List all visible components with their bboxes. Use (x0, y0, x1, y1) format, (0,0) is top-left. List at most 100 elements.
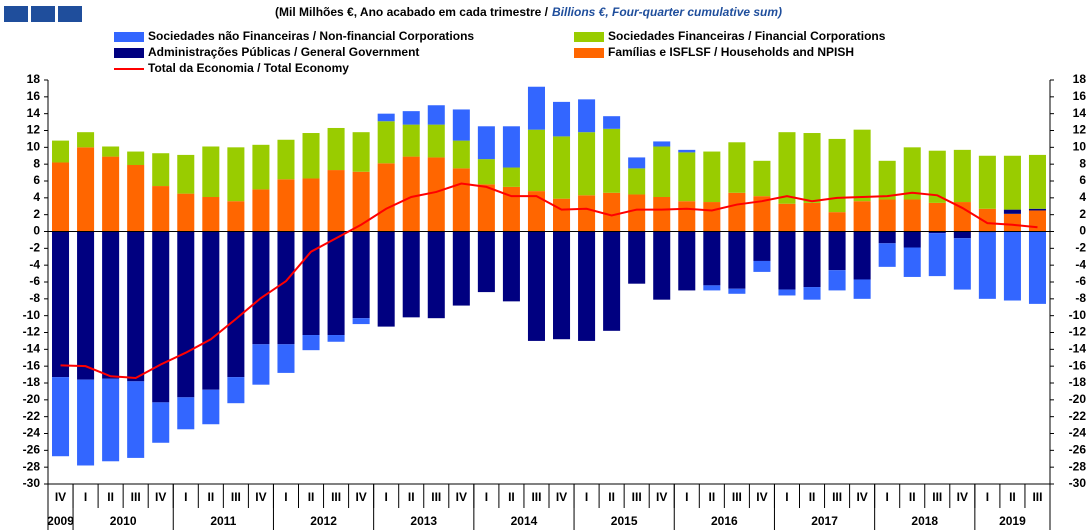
bar (753, 196, 771, 232)
y2-tick-label: 18 (1073, 72, 1087, 86)
bar (152, 186, 170, 232)
bar (928, 233, 946, 277)
legend-label: Sociedades não Financeiras / Non-financi… (148, 29, 474, 43)
bar (878, 243, 896, 267)
y2-tick-label: -22 (1069, 409, 1087, 423)
bar (678, 201, 696, 232)
bar (678, 231, 696, 291)
bar (452, 109, 470, 141)
y-tick-label: 18 (27, 72, 41, 86)
bar (578, 231, 596, 341)
bar (903, 247, 921, 277)
bar (77, 379, 95, 466)
bar (202, 146, 220, 197)
bar (778, 203, 796, 232)
bar (177, 231, 195, 398)
bar (828, 212, 846, 232)
bar (578, 99, 596, 133)
y-tick-label: -20 (23, 392, 41, 406)
bar (703, 285, 721, 291)
x-tick-label: II (107, 490, 114, 504)
x-tick-label: IV (656, 490, 667, 504)
bar (277, 179, 295, 232)
y-tick-label: 14 (27, 106, 41, 120)
logo-block (4, 6, 28, 22)
bar (252, 144, 270, 190)
bar (102, 146, 120, 157)
x-tick-label: IV (55, 490, 66, 504)
legend-label: Famílias e ISFLSF / Households and NPISH (608, 45, 854, 59)
bar (953, 238, 971, 290)
y-tick-label: -4 (29, 257, 40, 271)
x-year-label: 2016 (711, 514, 738, 528)
bar (1003, 231, 1021, 301)
bar (553, 198, 571, 232)
x-tick-label: III (1032, 490, 1042, 504)
x-year-label: 2014 (511, 514, 538, 528)
bar (853, 231, 871, 280)
bar (452, 168, 470, 232)
y2-tick-label: -20 (1069, 392, 1087, 406)
legend-swatch (574, 48, 604, 58)
y2-tick-label: -12 (1069, 325, 1087, 339)
bar (803, 287, 821, 300)
bar (653, 231, 671, 300)
y-tick-label: 12 (27, 123, 41, 137)
bar (352, 318, 370, 325)
x-tick-label: II (809, 490, 816, 504)
bar (252, 231, 270, 345)
x-tick-label: II (608, 490, 615, 504)
bar (102, 231, 120, 379)
bar (52, 231, 70, 378)
bar (628, 194, 646, 232)
bar (352, 132, 370, 172)
bar (277, 231, 295, 345)
y2-tick-label: -28 (1069, 459, 1087, 473)
bar (227, 377, 245, 404)
bar (953, 202, 971, 232)
bar (603, 231, 621, 331)
x-year-label: 2011 (210, 514, 236, 528)
bar (778, 231, 796, 290)
y2-tick-label: 12 (1073, 123, 1087, 137)
x-tick-label: I (886, 490, 889, 504)
bar (527, 231, 545, 341)
x-tick-label: III (531, 490, 541, 504)
x-year-label: 2017 (811, 514, 838, 528)
bar (502, 231, 520, 302)
legend-swatch (114, 48, 144, 58)
bar (177, 397, 195, 430)
bar (327, 170, 345, 232)
y2-tick-label: -2 (1075, 241, 1086, 255)
bar (52, 377, 70, 457)
x-tick-label: IV (155, 490, 166, 504)
bar (828, 138, 846, 213)
bar (603, 116, 621, 129)
chart-title-en: Billions €, Four-quarter cumulative sum) (552, 5, 782, 19)
y-tick-label: 10 (27, 140, 41, 154)
y2-tick-label: -10 (1069, 308, 1087, 322)
bar (352, 171, 370, 232)
bar (978, 155, 996, 209)
y-tick-label: 4 (33, 190, 40, 204)
bar (553, 136, 571, 199)
y-tick-label: -18 (23, 375, 41, 389)
bar (878, 199, 896, 232)
x-tick-label: II (308, 490, 315, 504)
bar (127, 231, 145, 382)
bar (703, 151, 721, 203)
bar (828, 231, 846, 271)
x-tick-label: II (207, 490, 214, 504)
bar (653, 141, 671, 147)
bar (728, 288, 746, 294)
bar (77, 147, 95, 232)
bar (302, 133, 320, 179)
x-tick-label: III (431, 490, 441, 504)
y-tick-label: -2 (29, 241, 40, 255)
x-tick-label: IV (255, 490, 266, 504)
bar (778, 132, 796, 204)
y-tick-label: 16 (27, 89, 41, 103)
bar (1028, 210, 1046, 232)
bar (703, 231, 721, 286)
bar (52, 162, 70, 232)
